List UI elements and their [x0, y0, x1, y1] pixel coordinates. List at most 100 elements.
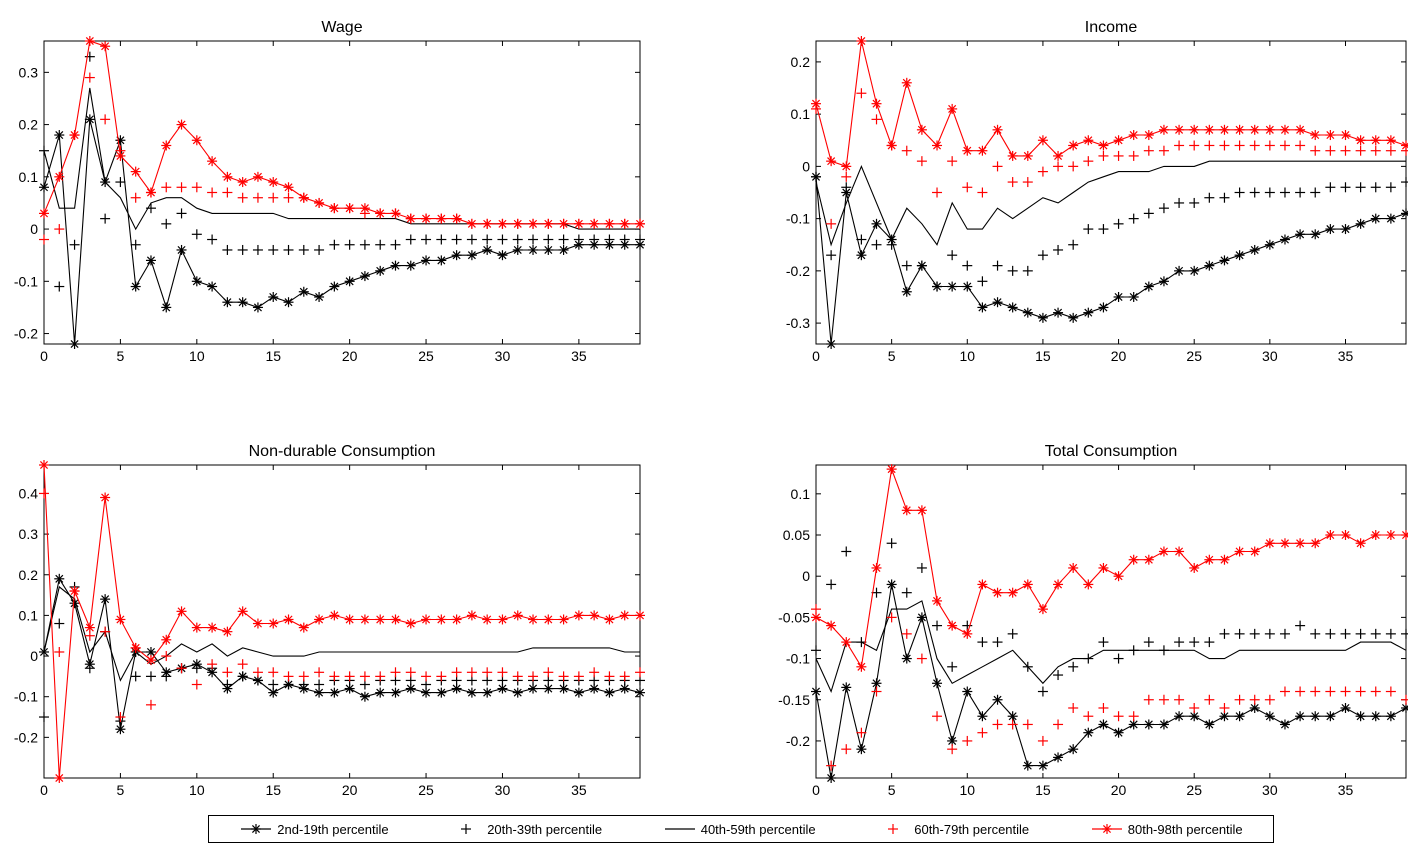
data-point: [962, 281, 973, 292]
data-point: [1113, 150, 1124, 161]
data-point: [1113, 653, 1124, 664]
y-tick-label: -0.2: [14, 729, 38, 745]
x-tick-label: 5: [117, 782, 125, 798]
data-point: [1143, 719, 1154, 730]
data-point: [856, 250, 867, 261]
data-point: [1370, 628, 1381, 639]
data-point: [375, 208, 386, 219]
data-point: [191, 663, 202, 674]
data-point: [992, 587, 1003, 598]
data-point: [1219, 192, 1230, 203]
subplot-3: Non-durable Consumption 0 5 10 15 20 25 30 35 -0.…: [14, 443, 645, 798]
data-point: [528, 614, 539, 625]
data-point: [1022, 150, 1033, 161]
data-point: [886, 464, 897, 475]
data-point: [451, 683, 462, 694]
data-point: [1385, 530, 1396, 541]
data-point: [100, 626, 111, 637]
data-point: [100, 594, 111, 605]
data-point: [901, 628, 912, 639]
data-point: [451, 614, 462, 625]
data-point: [589, 218, 600, 229]
data-point: [811, 171, 821, 182]
data-point: [1249, 187, 1260, 198]
series-line: [43, 577, 641, 730]
data-point: [916, 653, 927, 664]
data-point: [826, 339, 837, 349]
data-point: [145, 655, 156, 666]
data-point: [543, 234, 554, 245]
data-point: [298, 671, 309, 682]
data-point: [54, 618, 65, 629]
data-point: [1158, 719, 1169, 730]
data-point: [252, 302, 263, 313]
data-point: [1279, 187, 1290, 198]
data-point: [237, 177, 248, 188]
data-point: [826, 579, 837, 590]
data-point: [1340, 130, 1351, 141]
data-point: [977, 302, 988, 313]
y-tick-label: 0.1: [791, 106, 811, 122]
data-point: [359, 271, 370, 282]
data-point: [962, 145, 973, 156]
chart-title: Income: [1085, 19, 1138, 36]
series-line: [43, 464, 640, 779]
data-point: [1083, 579, 1094, 590]
data-point: [1370, 530, 1381, 541]
data-point: [237, 606, 248, 617]
x-tick-label: 5: [888, 348, 896, 364]
data-point: [901, 260, 912, 271]
x-tick-label: 15: [265, 782, 281, 798]
data-point: [84, 663, 95, 674]
y-tick-label: -0.2: [14, 326, 38, 342]
data-point: [298, 192, 309, 203]
data-point: [1007, 302, 1018, 313]
data-point: [436, 234, 447, 245]
data-point: [573, 218, 584, 229]
data-point: [1401, 208, 1408, 219]
data-point: [932, 620, 943, 631]
data-point: [1083, 224, 1094, 235]
data-point: [390, 260, 401, 271]
data-point: [451, 250, 462, 261]
data-point: [54, 281, 65, 292]
data-point: [100, 114, 111, 125]
data-point: [1053, 161, 1064, 172]
data-point: [237, 244, 248, 255]
data-point: [558, 234, 569, 245]
data-point: [1158, 276, 1169, 287]
data-point: [992, 694, 1003, 705]
data-point: [1325, 224, 1336, 235]
x-tick-label: 15: [265, 348, 281, 364]
data-point: [329, 610, 340, 621]
legend-swatch: [1091, 824, 1122, 834]
data-point: [1325, 145, 1336, 156]
data-point: [207, 281, 218, 292]
data-point: [992, 297, 1003, 308]
data-point: [1037, 250, 1048, 261]
data-point: [268, 177, 279, 188]
data-point: [1053, 752, 1064, 763]
data-point: [1249, 628, 1260, 639]
data-point: [283, 244, 294, 255]
legend-label: 20th-39th percentile: [487, 821, 603, 837]
data-point: [573, 687, 584, 698]
data-point: [482, 614, 493, 625]
data-point: [421, 234, 432, 245]
x-tick-label: 25: [1186, 348, 1202, 364]
data-point: [207, 187, 218, 198]
data-point: [176, 244, 187, 255]
data-point: [1053, 579, 1064, 590]
data-point: [1249, 694, 1260, 705]
data-point: [901, 286, 912, 297]
data-point: [947, 250, 958, 261]
data-point: [1113, 571, 1124, 582]
data-point: [405, 260, 416, 271]
data-point: [466, 234, 477, 245]
data-point: [145, 255, 156, 266]
data-point: [886, 239, 897, 250]
data-point: [1219, 702, 1230, 713]
data-point: [466, 610, 477, 621]
data-point: [947, 156, 958, 167]
data-point: [619, 671, 630, 682]
